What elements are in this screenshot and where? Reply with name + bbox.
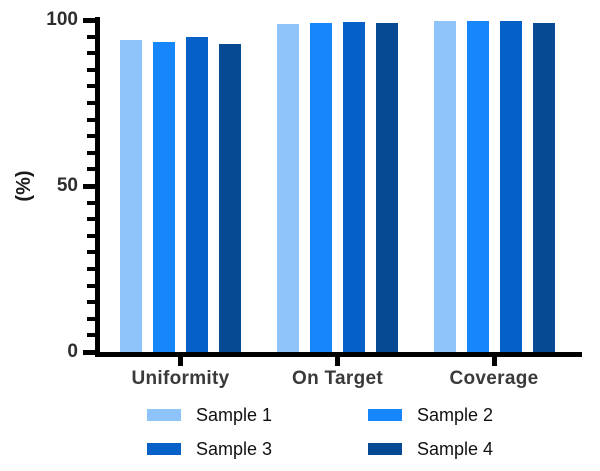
x-category-tick xyxy=(335,357,340,366)
y-minor-tick xyxy=(87,217,95,222)
y-minor-tick xyxy=(87,283,95,288)
y-major-tick xyxy=(83,17,95,23)
bar-sample-1-on-target xyxy=(277,23,299,352)
y-minor-tick xyxy=(87,101,95,105)
bar-sample-2-uniformity xyxy=(153,42,175,352)
y-minor-tick xyxy=(87,316,95,321)
legend-item-sample-4: Sample 4 xyxy=(368,438,493,460)
y-minor-tick xyxy=(87,67,95,72)
y-minor-tick xyxy=(87,250,95,255)
legend-label: Sample 2 xyxy=(417,405,494,425)
category-label-uniformity: Uniformity xyxy=(131,368,230,389)
y-minor-tick xyxy=(87,51,95,56)
y-minor-tick xyxy=(87,333,95,338)
y-tick-label: 50 xyxy=(56,175,78,196)
y-axis-line xyxy=(95,17,100,357)
y-axis-title: (%) xyxy=(13,170,35,202)
bar-sample-1-coverage xyxy=(433,21,456,352)
y-minor-tick xyxy=(87,134,95,139)
bar-sample-2-on-target xyxy=(310,22,332,352)
y-minor-tick xyxy=(87,117,95,122)
legend-item-sample-2: Sample 2 xyxy=(368,404,493,426)
bar-sample-4-coverage xyxy=(532,22,555,352)
x-axis-line xyxy=(95,352,582,357)
y-major-tick xyxy=(83,183,95,189)
y-tick-label: 0 xyxy=(67,341,78,362)
bar-sample-3-coverage xyxy=(499,20,522,352)
bar-sample-3-on-target xyxy=(343,21,365,352)
legend-item-sample-3: Sample 3 xyxy=(147,438,368,460)
legend-swatch xyxy=(368,409,402,421)
bar-sample-2-coverage xyxy=(466,20,489,352)
bar-sample-4-on-target xyxy=(376,23,398,352)
legend-label: Sample 3 xyxy=(196,439,273,459)
legend-swatch xyxy=(147,409,181,421)
plot-area: 0 50 100 Uniformity On Target Coverage xyxy=(46,9,582,389)
legend-label: Sample 4 xyxy=(417,439,494,459)
legend-swatch xyxy=(368,443,402,455)
y-tick-label: 100 xyxy=(46,9,78,30)
x-category-tick xyxy=(178,357,183,366)
y-minor-tick xyxy=(87,150,95,155)
y-minor-tick xyxy=(87,34,95,39)
bar-sample-4-uniformity xyxy=(219,43,241,352)
category-label-on-target: On Target xyxy=(291,368,384,389)
category-label-coverage: Coverage xyxy=(449,368,539,389)
bar-sample-1-uniformity xyxy=(120,40,142,352)
legend-item-sample-1: Sample 1 xyxy=(147,404,368,426)
y-minor-tick xyxy=(87,267,95,271)
y-major-tick xyxy=(83,349,95,355)
y-minor-tick xyxy=(87,84,95,89)
legend-swatch xyxy=(147,443,181,455)
bar-sample-3-uniformity xyxy=(186,36,208,352)
legend: Sample 1 Sample 2 Sample 3 Sample 4 xyxy=(147,404,493,460)
y-minor-tick xyxy=(87,233,95,238)
y-minor-tick xyxy=(87,167,95,172)
legend-label: Sample 1 xyxy=(196,405,273,425)
y-minor-tick xyxy=(87,300,95,305)
x-category-tick xyxy=(491,357,497,366)
y-minor-tick xyxy=(87,200,95,205)
